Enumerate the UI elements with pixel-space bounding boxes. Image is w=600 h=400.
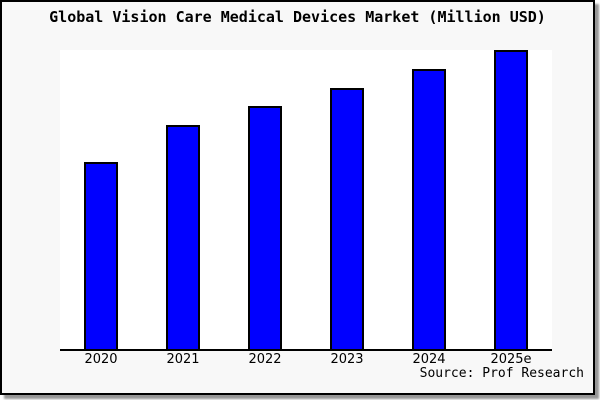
x-tick-label-2025e: 2025e <box>490 352 532 367</box>
bar-2023 <box>330 88 364 349</box>
chart-title: Global Vision Care Medical Devices Marke… <box>49 8 546 26</box>
x-tick-label-2024: 2024 <box>412 352 446 367</box>
bar-2020 <box>84 162 118 349</box>
bar-2024 <box>412 69 446 349</box>
x-tick-label-2021: 2021 <box>166 352 200 367</box>
bar-2025e <box>494 50 528 349</box>
x-tick-label-2022: 2022 <box>248 352 282 367</box>
source-text: Source: Prof Research <box>419 366 584 381</box>
x-tick-label-2020: 2020 <box>84 352 118 367</box>
chart-figure: Global Vision Care Medical Devices Marke… <box>0 0 595 395</box>
bar-2022 <box>248 106 282 349</box>
x-tick-label-2023: 2023 <box>330 352 364 367</box>
bar-2021 <box>166 125 200 349</box>
plot-area <box>60 50 552 351</box>
